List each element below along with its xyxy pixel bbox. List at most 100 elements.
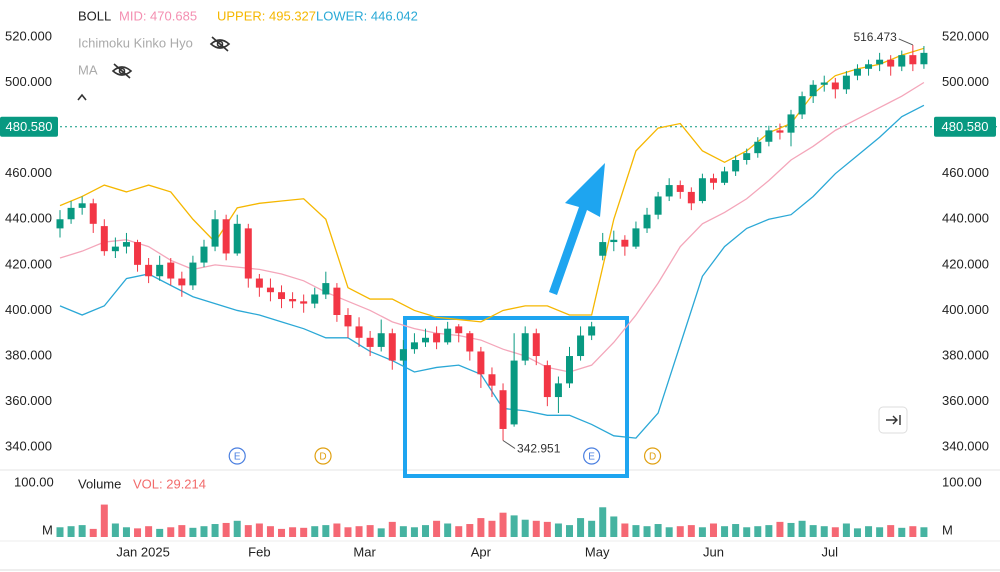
candle-body	[388, 333, 396, 361]
event-label: D	[649, 452, 656, 463]
volume-bar	[654, 524, 662, 537]
candle-body	[743, 153, 751, 160]
x-tick-label: Jan 2025	[116, 544, 170, 559]
volume-bar	[78, 525, 86, 537]
low-leader	[502, 440, 516, 449]
candle-body	[687, 191, 695, 204]
volume-bar	[289, 527, 297, 537]
candle-body	[355, 326, 363, 338]
last-price-badge	[0, 116, 58, 137]
volume-bar	[211, 524, 219, 537]
volume-unit: M	[42, 522, 53, 537]
y-tick-label: 440.000	[942, 211, 989, 226]
volume-bar	[300, 527, 308, 537]
volume-bar	[898, 527, 906, 537]
y-tick-label: 380.000	[5, 347, 52, 362]
hidden-eye-icon[interactable]	[111, 63, 133, 79]
volume-bar	[56, 527, 64, 537]
volume-bar	[798, 520, 806, 537]
hidden-eye-icon[interactable]	[209, 36, 231, 52]
candle-body	[765, 130, 773, 142]
volume-bar	[721, 526, 729, 537]
candle-body	[178, 278, 186, 286]
candle-body	[776, 130, 784, 133]
event-marker[interactable]: D	[314, 447, 332, 465]
volume-bar	[565, 525, 573, 537]
volume-bar	[709, 523, 717, 537]
legend-ma[interactable]: MA	[78, 62, 98, 77]
volume-bar	[842, 523, 850, 537]
volume-bar	[687, 525, 695, 537]
volume-bar	[344, 527, 352, 537]
candle-body	[333, 287, 341, 315]
last-price-badge	[934, 116, 996, 137]
collapse-button[interactable]	[77, 93, 87, 101]
volume-unit: M	[942, 522, 953, 537]
volume-bar	[410, 527, 418, 537]
candle-body	[643, 214, 651, 229]
candle-body	[853, 68, 861, 76]
volume-bar	[920, 527, 928, 537]
volume-bar	[577, 518, 585, 537]
volume-bar	[831, 527, 839, 537]
volume-bar	[244, 525, 252, 537]
volume-bar	[610, 516, 618, 537]
candle-body	[510, 360, 518, 425]
y-tick-label: 440.000	[5, 211, 52, 226]
y-tick-label: 340.000	[5, 439, 52, 454]
y-tick-label: 500.000	[942, 74, 989, 89]
low-annotation: 342.951	[517, 442, 561, 456]
volume-bar	[820, 526, 828, 537]
volume-tick-label: 100.00	[942, 474, 982, 489]
volume-bar	[665, 527, 673, 537]
event-circle	[643, 447, 662, 465]
candle-body	[233, 223, 241, 254]
candle-body	[278, 292, 286, 300]
volume-bar	[466, 524, 474, 537]
volume-bar	[366, 525, 374, 537]
high-annotation: 516.473	[853, 30, 897, 44]
volume-bar	[255, 523, 263, 537]
x-tick-label: May	[585, 544, 610, 559]
volume-bar	[167, 527, 175, 537]
candle-body	[532, 333, 540, 357]
y-tick-label: 460.000	[5, 165, 52, 180]
event-marker[interactable]: D	[643, 447, 662, 465]
volume-bar	[388, 521, 396, 537]
last-price-label: 480.580	[6, 119, 53, 134]
candle-body	[377, 333, 385, 347]
event-label: E	[234, 452, 241, 463]
volume-bar	[433, 520, 441, 537]
volume-bar	[67, 526, 75, 537]
candle-body	[920, 52, 928, 65]
candle-body	[721, 171, 729, 183]
high-leader	[898, 38, 914, 46]
volume-bar	[222, 522, 230, 537]
candle-body	[200, 246, 208, 263]
candle-body	[422, 337, 430, 343]
volume-bar	[200, 526, 208, 537]
volume-bar	[111, 523, 119, 537]
volume-bar	[787, 522, 795, 537]
candle-body	[67, 207, 75, 220]
volume-bar	[499, 512, 507, 537]
candle-body	[909, 55, 917, 65]
event-marker[interactable]: E	[583, 447, 601, 465]
scroll-to-end-button[interactable]	[878, 406, 908, 434]
volume-bar	[554, 523, 562, 537]
legend-lower: LOWER: 446.042	[316, 8, 418, 23]
candle-body	[732, 160, 740, 172]
event-marker[interactable]: E	[228, 447, 246, 465]
legend-ichimoku[interactable]: Ichimoku Kinko Hyo	[78, 35, 193, 50]
volume-bar	[134, 528, 142, 537]
volume-bar	[521, 519, 529, 537]
candle-body	[56, 219, 64, 229]
volume-bar	[754, 526, 762, 537]
volume-bar	[510, 515, 518, 537]
candle-body	[322, 283, 330, 295]
last-price-label: 480.580	[942, 119, 989, 134]
volume-bar	[422, 525, 430, 537]
candle-body	[289, 299, 297, 302]
candle-body	[344, 315, 352, 327]
volume-bar	[355, 526, 363, 537]
